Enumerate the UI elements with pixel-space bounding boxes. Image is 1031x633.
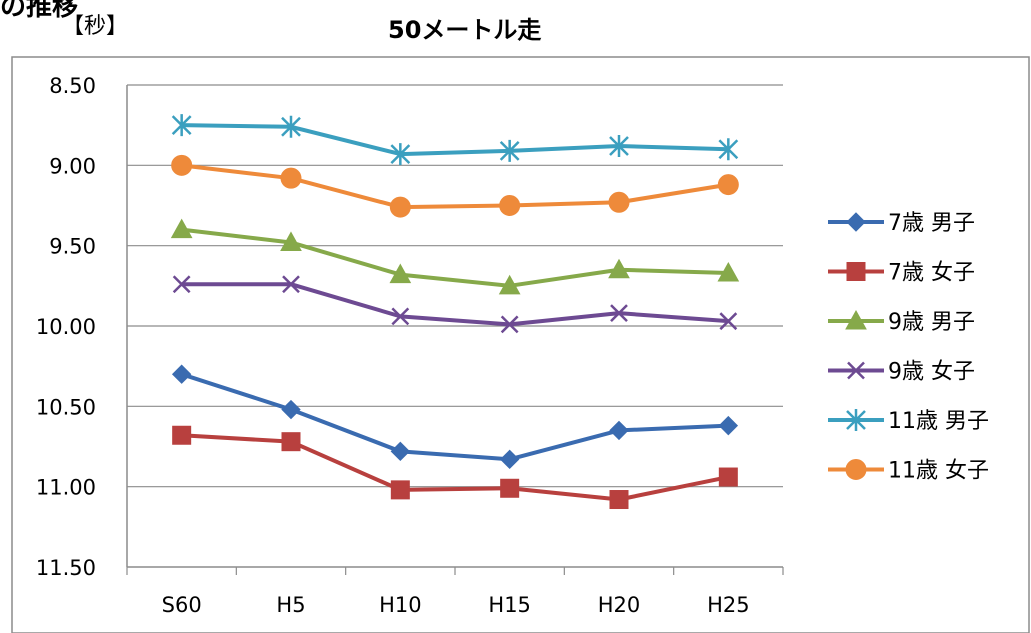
y-tick-label: 9.00 bbox=[49, 154, 96, 178]
data-point bbox=[499, 195, 521, 216]
series-line-3 bbox=[181, 282, 729, 327]
data-point bbox=[718, 415, 739, 436]
data-point bbox=[390, 143, 411, 166]
data-point bbox=[281, 115, 301, 138]
series-line-1 bbox=[181, 433, 729, 502]
data-point bbox=[609, 490, 629, 510]
x-tick-label: S60 bbox=[162, 593, 202, 617]
data-point bbox=[610, 304, 628, 323]
data-point bbox=[281, 399, 301, 420]
series-line-5 bbox=[181, 163, 729, 210]
data-point bbox=[609, 135, 629, 158]
legend-marker bbox=[845, 459, 867, 480]
legend-marker bbox=[846, 409, 866, 431]
y-tick-label: 9.50 bbox=[49, 235, 96, 259]
data-point bbox=[608, 191, 630, 213]
legend-label: 7歳 女子 bbox=[888, 261, 975, 286]
legend-label: 11歳 男子 bbox=[888, 409, 989, 434]
data-point bbox=[281, 432, 301, 452]
legend-label: 7歳 男子 bbox=[888, 211, 975, 236]
x-tick-label: H20 bbox=[598, 593, 641, 617]
data-point bbox=[390, 480, 410, 500]
x-tick-label: H5 bbox=[276, 593, 305, 617]
chart-title: 50メートル走 bbox=[388, 16, 542, 44]
data-point bbox=[171, 154, 193, 176]
data-point bbox=[718, 467, 738, 487]
data-point bbox=[389, 263, 412, 284]
y-tick-label: 10.00 bbox=[36, 315, 96, 339]
series-line-2 bbox=[181, 227, 729, 288]
data-point bbox=[499, 449, 520, 470]
legend-label: 11歳 女子 bbox=[888, 459, 989, 484]
series-line-4 bbox=[181, 123, 729, 157]
clipped-page-heading: の推移 bbox=[0, 0, 79, 22]
data-point bbox=[172, 275, 191, 294]
x-tick-label: H10 bbox=[379, 593, 422, 617]
data-point bbox=[172, 425, 192, 445]
legend-marker bbox=[845, 309, 867, 330]
data-point bbox=[499, 139, 520, 162]
data-point bbox=[608, 258, 630, 279]
data-point bbox=[500, 478, 520, 498]
data-point bbox=[498, 274, 521, 295]
chart-frame bbox=[11, 56, 1030, 633]
y-axis-unit-label: 【秒】 bbox=[62, 14, 129, 39]
y-tick-label: 11.50 bbox=[36, 556, 96, 580]
series-line-0 bbox=[181, 372, 729, 462]
data-point bbox=[390, 441, 411, 462]
data-point bbox=[717, 174, 739, 196]
data-point bbox=[171, 364, 192, 384]
data-point bbox=[280, 167, 302, 189]
data-point bbox=[717, 261, 740, 282]
legend-label: 9歳 男子 bbox=[888, 310, 975, 335]
y-tick-label: 8.50 bbox=[49, 74, 96, 98]
x-tick-label: H15 bbox=[488, 593, 531, 617]
y-tick-label: 11.00 bbox=[36, 476, 96, 500]
legend-marker bbox=[847, 361, 865, 380]
data-point bbox=[718, 138, 739, 161]
legend-marker bbox=[846, 212, 866, 232]
legend-label: 9歳 女子 bbox=[888, 360, 975, 385]
data-point bbox=[609, 420, 629, 441]
x-tick-label: H25 bbox=[707, 593, 750, 617]
legend-marker bbox=[846, 262, 866, 281]
y-tick-label: 10.50 bbox=[36, 395, 96, 419]
data-point bbox=[171, 114, 192, 137]
data-point bbox=[719, 312, 738, 331]
data-point bbox=[170, 218, 193, 239]
data-point bbox=[500, 315, 519, 334]
data-point bbox=[391, 307, 410, 326]
data-point bbox=[389, 196, 411, 218]
data-point bbox=[282, 275, 300, 294]
data-point bbox=[280, 231, 302, 251]
